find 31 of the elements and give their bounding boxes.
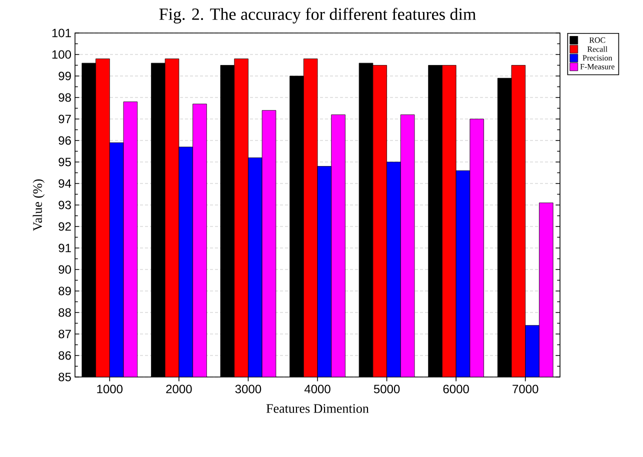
y-tick-label: 85	[58, 372, 71, 382]
legend-label: ROC	[589, 37, 606, 43]
y-tick-label: 88	[58, 308, 71, 317]
y-tick-label: 94	[58, 179, 72, 188]
y-tick-label: 86	[58, 351, 71, 360]
x-tick-label: 2000	[166, 384, 192, 394]
y-tick-label: 93	[58, 200, 71, 210]
y-tick-label: 92	[58, 222, 71, 231]
y-tick-label: 95	[58, 158, 71, 166]
x-axis-title: Features Dimention	[266, 404, 369, 413]
y-tick-label: 99	[58, 72, 71, 80]
y-axis-title: Value (%)	[32, 179, 45, 232]
y-tick-label: 96	[58, 136, 71, 145]
y-tick-label: 101	[52, 28, 71, 38]
y-tick-label: 91	[58, 244, 71, 252]
chart-title: Fig. 2. The accuracy for different features dim	[159, 8, 476, 24]
legend-label: Precision	[582, 55, 612, 61]
x-tick-label: 5000	[374, 384, 400, 394]
legend-label: F-Measure	[580, 64, 614, 70]
y-tick-label: 100	[52, 50, 72, 59]
legend-label: Recall	[587, 46, 608, 52]
x-tick-label: 6000	[443, 384, 469, 394]
y-tick-label: 89	[58, 286, 71, 296]
y-tick-label: 98	[58, 93, 71, 102]
y-tick-label: 87	[58, 330, 71, 338]
y-tick-label: 90	[58, 265, 72, 274]
y-tick-label: 97	[58, 114, 71, 124]
x-tick-label: 7000	[512, 384, 538, 394]
x-tick-label: 1000	[97, 384, 123, 394]
x-tick-label: 3000	[235, 384, 262, 394]
x-tick-label: 4000	[304, 384, 330, 394]
